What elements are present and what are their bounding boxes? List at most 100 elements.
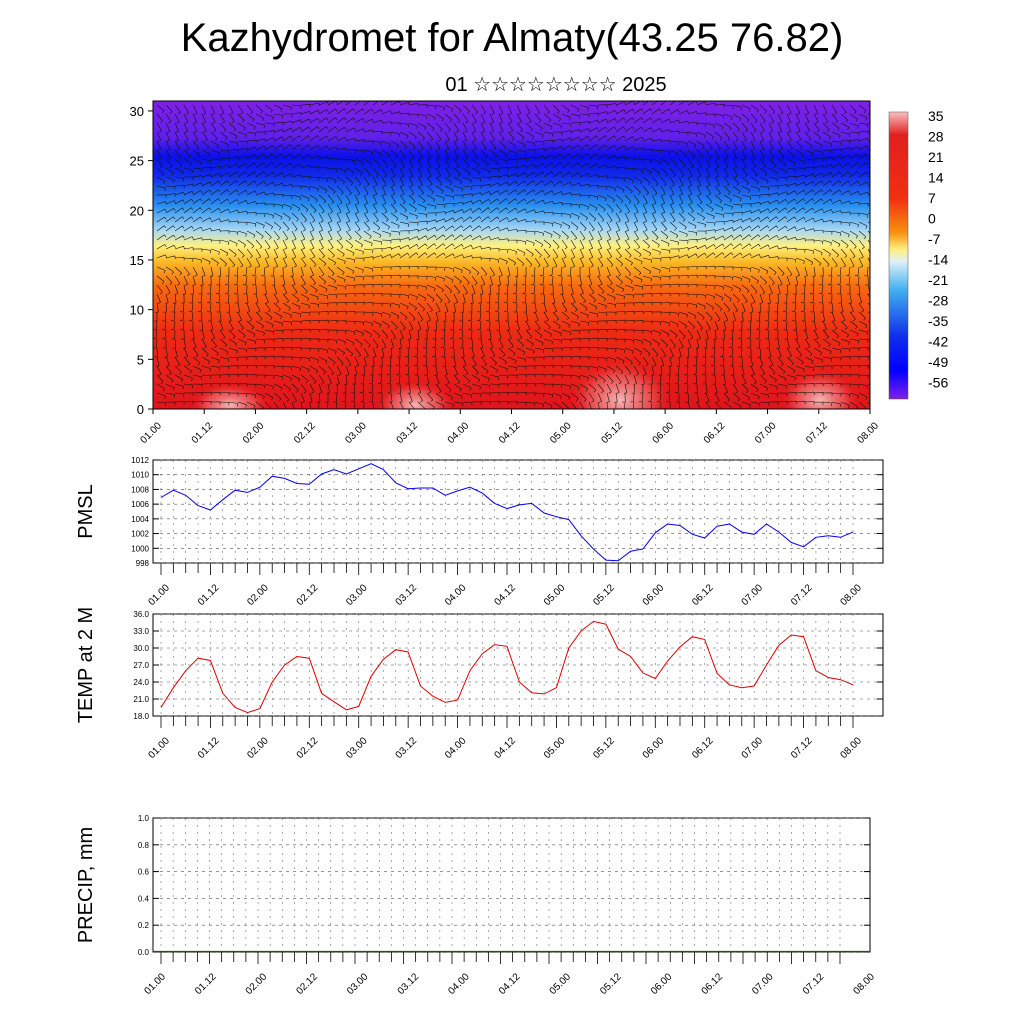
x-tick-label: 06.12 xyxy=(700,971,726,997)
y-tick-label: 5 xyxy=(137,352,144,367)
y-tick-label: 20 xyxy=(130,203,144,218)
wind-barbs xyxy=(153,101,870,409)
x-tick-label: 02.00 xyxy=(244,971,270,997)
x-tick-label: 04.00 xyxy=(443,582,469,608)
y-tick-label: 25 xyxy=(130,154,144,169)
y-tick-label: 1010 xyxy=(131,471,149,480)
x-tick-label: 02.12 xyxy=(295,735,321,761)
x-tick-label: 03.00 xyxy=(344,735,370,761)
x-tick-label: 07.12 xyxy=(789,735,815,761)
y-tick-label: 30 xyxy=(130,104,144,119)
x-tick-label: 03.12 xyxy=(394,582,420,608)
colorbar-label: -35 xyxy=(928,313,948,329)
x-tick-label: 04.12 xyxy=(492,582,518,608)
x-tick-label: 02.12 xyxy=(292,420,318,446)
precip-frame xyxy=(152,817,871,953)
y-tick-label: 1008 xyxy=(131,485,149,494)
x-tick-label: 01.12 xyxy=(196,582,222,608)
cross-section-panel: 0 5 10 15 20 25 30 01.00 01.12 02.00 02.12 03.00 03.… xyxy=(130,100,881,446)
colorbar-label: 14 xyxy=(928,170,944,186)
x-tick-label: 06.00 xyxy=(649,971,675,997)
colorbar-label: -7 xyxy=(928,231,941,247)
y-tick-label: 21.0 xyxy=(133,695,149,704)
colorbar-label: -21 xyxy=(928,272,948,288)
x-tick-label: 05.12 xyxy=(598,971,624,997)
wind-barb-field xyxy=(153,101,870,409)
x-tick-label: 08.00 xyxy=(851,971,877,997)
y-tick-label: 0.6 xyxy=(138,868,150,877)
chart-subtitle: 01 ☆☆☆☆☆☆☆☆ 2025 xyxy=(445,74,667,96)
x-tick-label: 05.12 xyxy=(591,582,617,608)
y-tick-label: 0.2 xyxy=(138,921,150,930)
temp-ylabel: TEMP at 2 M xyxy=(75,607,97,723)
x-tick-label: 07.12 xyxy=(789,582,815,608)
y-tick-label: 1004 xyxy=(131,515,149,524)
colorbar-label: 35 xyxy=(928,108,944,124)
x-tick-label: 07.00 xyxy=(740,735,766,761)
chart-title: Kazhydromet for Almaty(43.25 76.82) xyxy=(180,16,844,60)
x-tick-label: 01.00 xyxy=(142,971,168,997)
x-tick-label: 02.00 xyxy=(245,735,271,761)
precip-ylabel: PRECIP, mm xyxy=(75,827,97,943)
x-tick-label: 06.12 xyxy=(690,735,716,761)
x-tick-label: 05.00 xyxy=(542,735,568,761)
x-tick-label: 07.00 xyxy=(753,420,779,446)
warm-spot xyxy=(780,370,860,409)
colorbar: 35 28 21 14 7 0 -7 -14 -21 -28 -35 -42 -49 -56 xyxy=(888,108,948,400)
x-tick-label: 06.00 xyxy=(651,420,677,446)
x-tick-label: 08.00 xyxy=(838,582,864,608)
x-tick-label: 02.12 xyxy=(295,582,321,608)
x-tick-label: 07.12 xyxy=(804,420,830,446)
y-tick-label: 18.0 xyxy=(133,712,149,721)
x-tick-label: 03.00 xyxy=(345,971,371,997)
y-tick-label: 0.0 xyxy=(138,948,150,957)
x-tick-label: 05.12 xyxy=(591,735,617,761)
warm-spot xyxy=(190,383,270,409)
x-tick-label: 02.12 xyxy=(294,971,320,997)
y-tick-label: 15 xyxy=(130,253,144,268)
x-tick-label: 07.12 xyxy=(801,971,827,997)
colorbar-label: -28 xyxy=(928,293,948,309)
colorbar-label: 21 xyxy=(928,149,944,165)
y-tick-label: 1006 xyxy=(131,500,149,509)
x-tick-label: 08.00 xyxy=(838,735,864,761)
y-tick-label: 1012 xyxy=(131,456,149,465)
x-tick-label: 06.12 xyxy=(690,582,716,608)
temp-panel: 18.0 21.0 24.0 27.0 30.0 33.0 36.0 01.00 01.12 02… xyxy=(75,607,884,761)
warm-spot xyxy=(568,360,672,409)
colorbar-label: 7 xyxy=(928,190,936,206)
x-tick-label: 04.00 xyxy=(443,735,469,761)
y-tick-label: 27.0 xyxy=(133,661,149,670)
x-tick-label: 01.12 xyxy=(190,420,216,446)
x-tick-label: 01.12 xyxy=(193,971,219,997)
y-tick-label: 998 xyxy=(136,559,150,568)
x-tick-label: 03.00 xyxy=(344,582,370,608)
x-tick-label: 03.12 xyxy=(395,420,421,446)
x-tick-label: 05.00 xyxy=(542,582,568,608)
x-tick-label: 01.00 xyxy=(146,735,172,761)
colorbar-label: -42 xyxy=(928,334,948,350)
y-tick-label: 10 xyxy=(130,303,144,318)
x-tick-label: 04.12 xyxy=(497,971,523,997)
x-tick-label: 01.12 xyxy=(196,735,222,761)
x-tick-label: 01.00 xyxy=(138,420,164,446)
y-tick-label: 1000 xyxy=(131,544,149,553)
x-tick-label: 06.12 xyxy=(702,420,728,446)
x-tick-label: 07.00 xyxy=(740,582,766,608)
colorbar-scale xyxy=(888,111,909,400)
pmsl-ylabel: PMSL xyxy=(75,484,97,538)
x-tick-label: 06.00 xyxy=(641,735,667,761)
colorbar-label: 28 xyxy=(928,129,944,145)
y-tick-label: 1002 xyxy=(131,530,149,539)
x-tick-label: 03.12 xyxy=(394,735,420,761)
x-tick-label: 03.00 xyxy=(343,420,369,446)
x-tick-label: 02.00 xyxy=(241,420,267,446)
colorbar-label: -56 xyxy=(928,375,948,391)
y-tick-label: 0.4 xyxy=(138,894,150,903)
x-tick-label: 08.00 xyxy=(855,420,881,446)
pmsl-panel: 998 1000 1002 1004 1006 1008 1010 1012 01.00 01.1… xyxy=(75,456,884,608)
y-tick-label: 1.0 xyxy=(138,814,150,823)
x-tick-label: 04.00 xyxy=(446,420,472,446)
x-tick-label: 04.12 xyxy=(492,735,518,761)
